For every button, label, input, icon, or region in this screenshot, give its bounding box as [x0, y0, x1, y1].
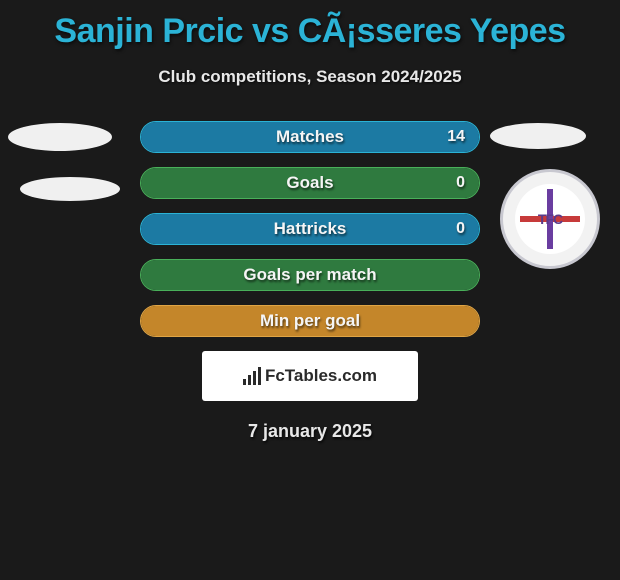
stat-bar: Goals per match [140, 259, 480, 291]
player-right-photo-placeholder [490, 123, 586, 149]
fctables-logo[interactable]: FcTables.com [202, 351, 418, 401]
player-left-photo-placeholder-2 [20, 177, 120, 201]
stat-bar-label: Min per goal [260, 311, 360, 331]
subtitle: Club competitions, Season 2024/2025 [0, 67, 620, 87]
chart-bars-icon [243, 367, 261, 385]
stats-area: TFC Matches 14 Goals 0 Hattricks 0 Goals per m… [0, 121, 620, 337]
club-badge-inner: TFC [515, 184, 585, 254]
stat-bar-label: Goals [286, 173, 333, 193]
stat-bar-label: Hattricks [274, 219, 347, 239]
logo-text: FcTables.com [265, 366, 377, 386]
stat-bar: Goals 0 [140, 167, 480, 199]
club-badge-text: TFC [538, 211, 562, 227]
date-line: 7 january 2025 [0, 421, 620, 442]
page-title: Sanjin Prcic vs CÃ¡sseres Yepes [0, 0, 620, 51]
stat-bars: Matches 14 Goals 0 Hattricks 0 Goals per match… [140, 121, 480, 337]
stat-bar-label: Matches [276, 127, 344, 147]
stat-bar: Min per goal [140, 305, 480, 337]
stat-bar: Matches 14 [140, 121, 480, 153]
stat-bar-value: 0 [456, 174, 465, 192]
stat-bar-label: Goals per match [243, 265, 376, 285]
player-left-photo-placeholder-1 [8, 123, 112, 151]
club-badge: TFC [500, 169, 600, 269]
stat-bar: Hattricks 0 [140, 213, 480, 245]
stat-bar-value: 0 [456, 220, 465, 238]
stat-bar-value: 14 [447, 128, 465, 146]
